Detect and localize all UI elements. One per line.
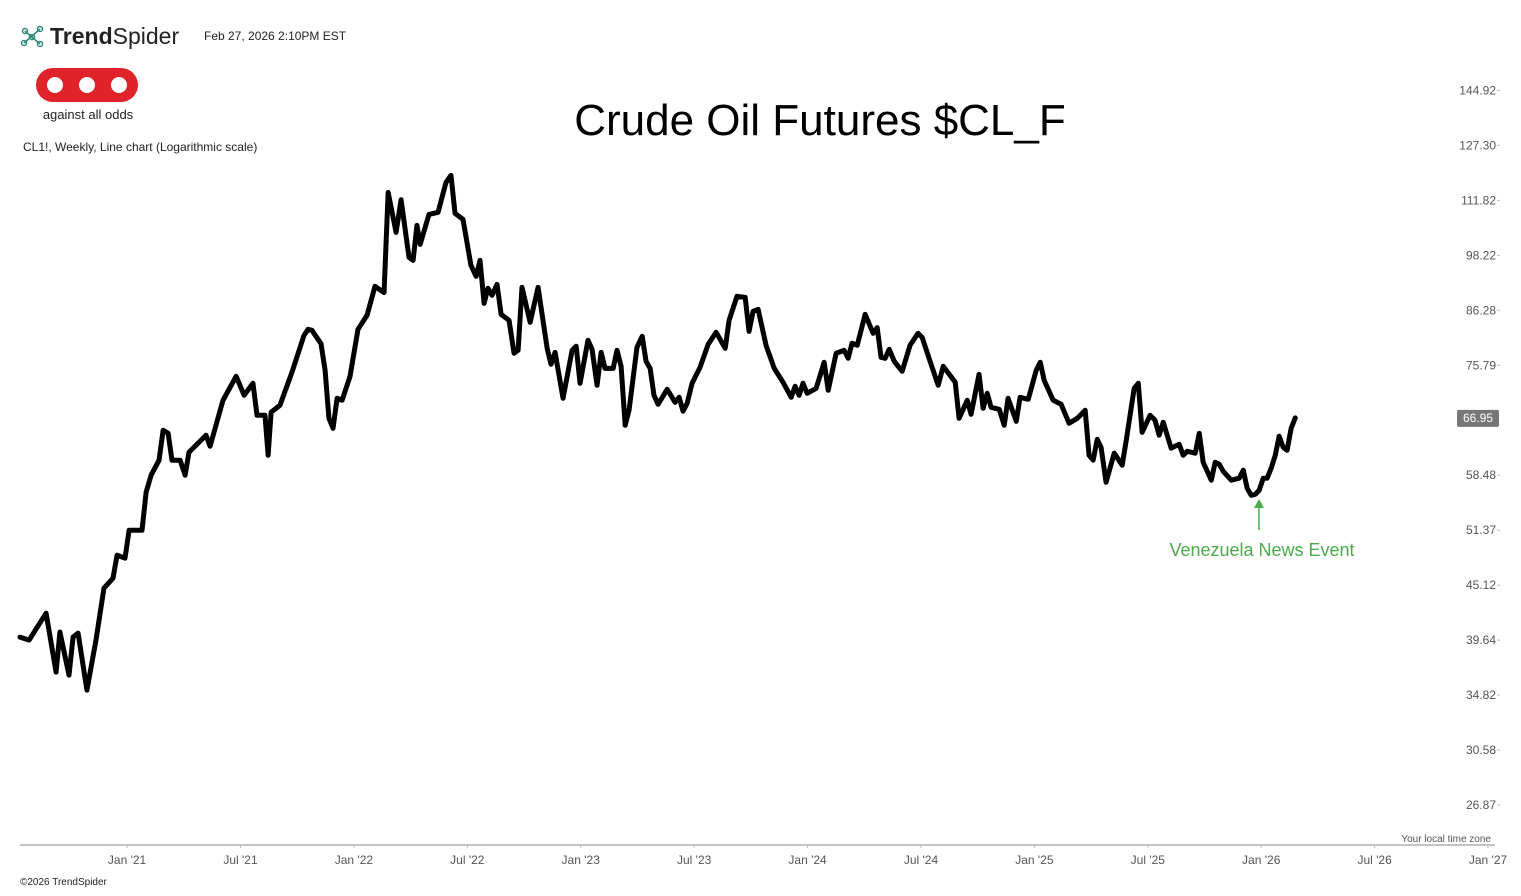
y-tick-label: 51.37 xyxy=(1466,523,1496,537)
logo-text: against all odds xyxy=(43,107,134,122)
x-tick-label: Jul '26 xyxy=(1357,853,1392,867)
y-tick-label: 34.82 xyxy=(1466,688,1496,702)
annotation: Venezuela News Event xyxy=(1169,540,1354,560)
y-tick-label: 127.30 xyxy=(1459,138,1496,152)
logo xyxy=(36,68,138,102)
copyright: ©2026 TrendSpider xyxy=(20,877,108,888)
chart-title: Crude Oil Futures $CL_F xyxy=(574,96,1066,145)
y-tick-label: 30.58 xyxy=(1466,743,1496,757)
x-tick-label: Jul '22 xyxy=(450,853,485,867)
y-tick-label: 26.87 xyxy=(1466,798,1496,812)
y-tick-label: 86.28 xyxy=(1466,303,1496,317)
y-tick-label: 39.64 xyxy=(1466,633,1496,647)
x-tick-label: Jan '24 xyxy=(788,853,827,867)
brand-bold: Trend xyxy=(50,23,113,49)
x-tick-label: Jul '25 xyxy=(1131,853,1166,867)
x-tick-label: Jul '23 xyxy=(677,853,712,867)
chart-subtitle: CL1!, Weekly, Line chart (Logarithmic sc… xyxy=(23,140,257,154)
timezone-note: Your local time zone xyxy=(1401,834,1491,845)
x-tick-label: Jan '27 xyxy=(1469,853,1508,867)
y-tick-label: 75.79 xyxy=(1466,358,1496,372)
y-tick-label: 144.92 xyxy=(1459,83,1496,97)
y-tick-label: 45.12 xyxy=(1466,578,1496,592)
annotation-arrowhead xyxy=(1254,499,1264,508)
last-value-label: 66.95 xyxy=(1463,411,1493,425)
brand-icon xyxy=(20,25,44,48)
x-tick-label: Jul '24 xyxy=(904,853,939,867)
brand: TrendSpider xyxy=(50,23,179,49)
y-tick-label: 98.22 xyxy=(1466,248,1496,262)
y-tick-label: 111.82 xyxy=(1461,193,1496,207)
brand-light: Spider xyxy=(113,23,180,49)
x-tick-label: Jan '25 xyxy=(1015,853,1054,867)
x-tick-label: Jan '23 xyxy=(562,853,601,867)
price-line xyxy=(17,172,1298,693)
last-value-tag xyxy=(1457,409,1499,427)
x-tick-label: Jan '26 xyxy=(1242,853,1281,867)
timestamp: Feb 27, 2026 2:10PM EST xyxy=(204,29,347,43)
x-tick-label: Jul '21 xyxy=(223,853,258,867)
x-tick-label: Jan '21 xyxy=(108,853,147,867)
y-tick-label: 58.48 xyxy=(1466,468,1496,482)
x-tick-label: Jan '22 xyxy=(335,853,374,867)
